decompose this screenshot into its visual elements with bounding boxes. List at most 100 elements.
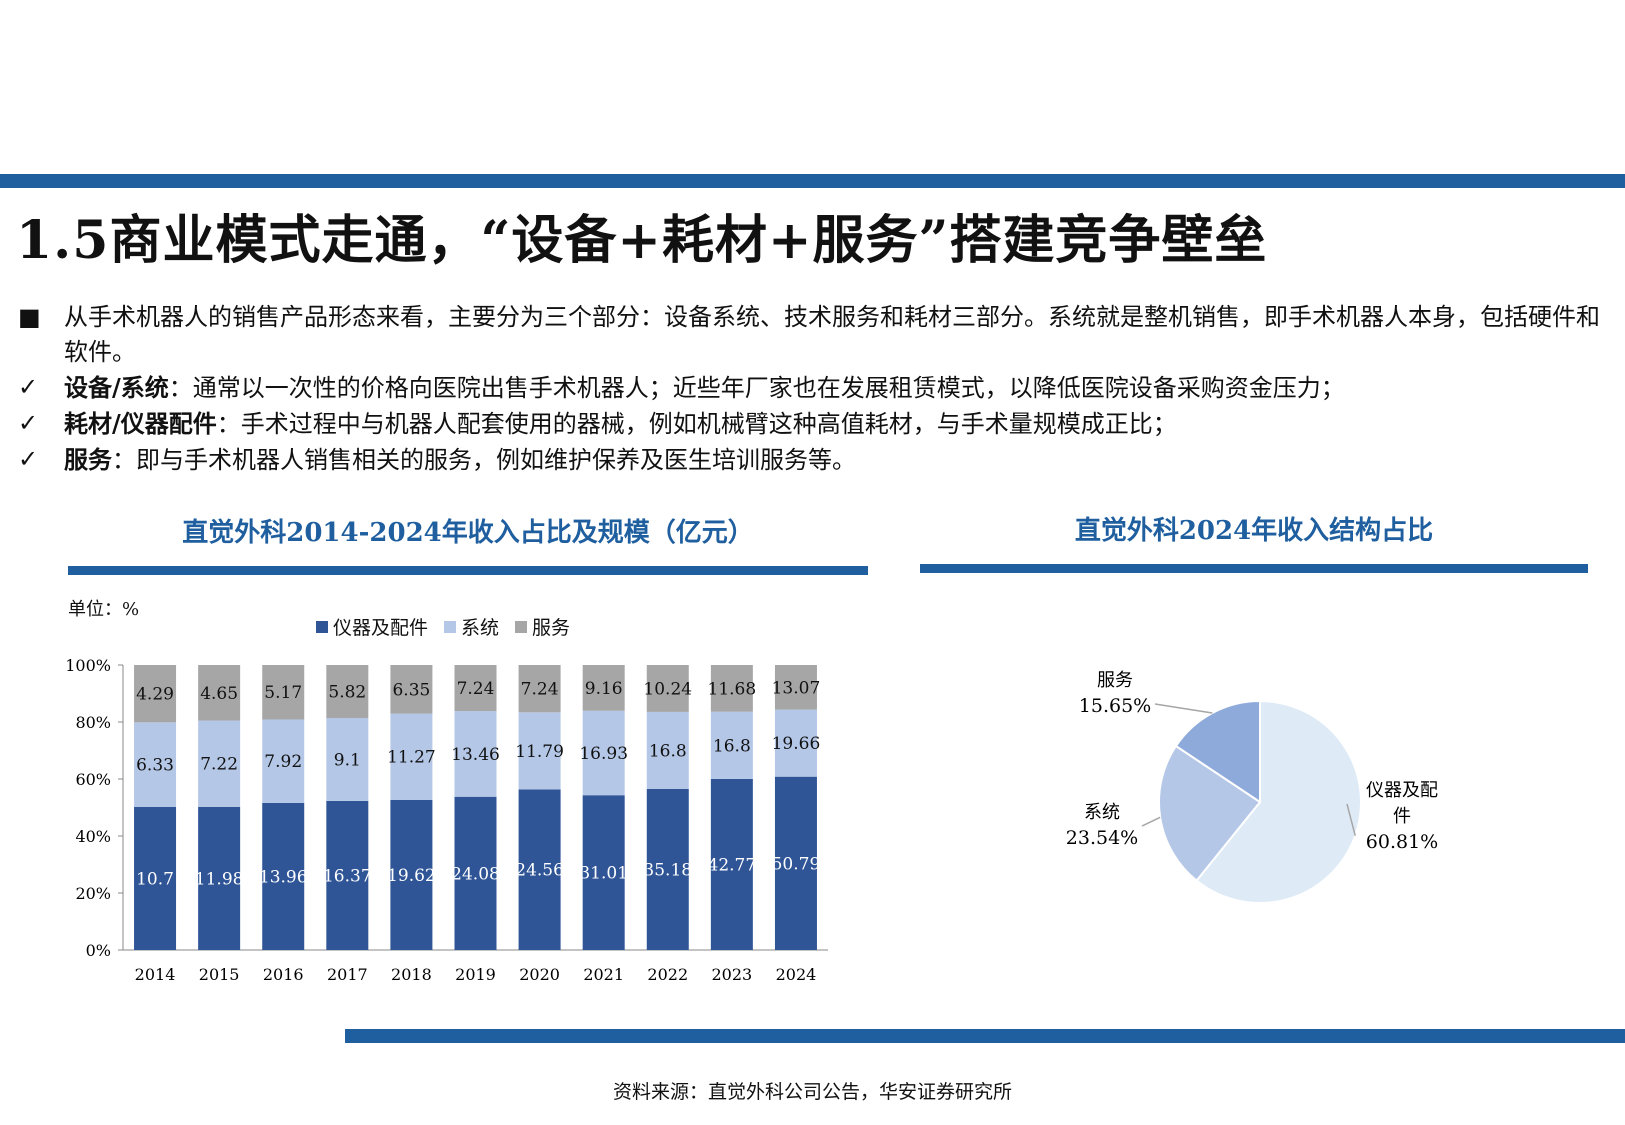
data-label: 24.08 (451, 864, 500, 884)
x-tick-label: 2021 (583, 965, 624, 984)
bar-segment (518, 712, 561, 790)
stacked-bar-chart: 0% 20% 40% 60% 80% 100% 10.7 6.33 4.29 2014 11.98 7… (65, 656, 828, 984)
check-icon: ✓ (18, 409, 39, 437)
bullet-keyword: 设备/系统 (64, 373, 169, 402)
y-tick-label: 100% (65, 656, 111, 675)
bar-segment (326, 800, 369, 950)
bar-segment (134, 665, 177, 723)
data-label: 4.65 (200, 684, 238, 704)
x-tick-label: 2015 (199, 965, 240, 984)
data-label: 5.17 (264, 683, 302, 703)
check-icon: ✓ (18, 445, 39, 473)
x-tick-label: 2018 (391, 965, 432, 984)
bar-segment (390, 799, 433, 950)
data-label: 16.8 (649, 741, 687, 761)
pie-chart-title-rule (920, 564, 1588, 573)
bar-segment (262, 665, 305, 720)
y-tick-label: 80% (75, 713, 111, 732)
data-label: 5.82 (328, 683, 366, 703)
legend-swatch (316, 620, 328, 633)
leader-line (1346, 803, 1356, 836)
data-label: 6.33 (136, 756, 174, 776)
data-label: 42.77 (708, 855, 757, 875)
bar-segment (518, 789, 561, 950)
data-label: 19.66 (772, 734, 821, 754)
bar-segment (582, 795, 625, 950)
leader-line (1154, 703, 1213, 714)
data-label: 31.01 (579, 864, 628, 884)
legend-item-services: 服务 (515, 613, 570, 640)
legend-label: 服务 (532, 617, 571, 639)
bullet-list: ■ 从手术机器人的销售产品形态来看，主要分为三个部分：设备系统、技术服务和耗材三… (18, 300, 1608, 478)
unit-label: 单位：% (68, 599, 140, 620)
x-tick-label: 2023 (712, 965, 753, 984)
pie-chart: 仪器及配件 60.81% 系统 23.54% 服务 15.65% (1066, 670, 1438, 904)
y-tick-label: 40% (75, 827, 111, 846)
bar-segment (390, 665, 433, 714)
slice-name-label: 服务 (1097, 670, 1133, 691)
data-label: 19.62 (387, 866, 436, 886)
header-divider-bar (0, 174, 1625, 188)
slice-value-label: 15.65% (1079, 695, 1151, 717)
x-tick-label: 2022 (647, 965, 688, 984)
data-label: 13.46 (451, 745, 500, 765)
bar-segment (582, 665, 625, 711)
data-label: 7.22 (200, 755, 238, 775)
legend-swatch (515, 620, 528, 633)
bar-segment (710, 665, 753, 712)
bar-segment (326, 665, 369, 719)
check-icon: ✓ (18, 373, 39, 401)
bar-chart-title-rule (68, 566, 868, 575)
x-tick-label: 2019 (455, 965, 496, 984)
data-label: 10.24 (643, 679, 692, 699)
legend-item-systems: 系统 (444, 613, 499, 640)
data-label: 4.29 (136, 685, 174, 705)
bullet-item: ✓ 设备/系统：通常以一次性的价格向医院出售手术机器人；近些年厂家也在发展租赁模… (18, 370, 1608, 406)
bullet-text: ：即与手术机器人销售相关的服务，例如维护保养及医生培训服务等。 (112, 446, 856, 474)
y-tick-label: 60% (75, 770, 111, 789)
bullet-keyword: 服务 (64, 445, 112, 474)
bar-chart-title: 直觉外科2014-2024年收入占比及规模（亿元） (182, 518, 754, 548)
leader-line (1141, 816, 1161, 827)
data-label: 13.07 (772, 678, 821, 698)
data-label: 35.18 (643, 860, 692, 880)
bullet-text: ：手术过程中与机器人配套使用的器械，例如机械臂这种高值耗材，与手术量规模成正比； (216, 410, 1177, 438)
bar-segment (198, 806, 241, 950)
data-label: 16.8 (713, 736, 751, 756)
legend-label: 仪器及配件 (333, 617, 429, 639)
bullet-text: 从手术机器人的销售产品形态来看，主要分为三个部分：设备系统、技术服务和耗材三部分… (64, 303, 1600, 366)
footer-divider-bar (345, 1029, 1625, 1043)
bar-segment (646, 665, 689, 712)
data-label: 16.93 (579, 744, 628, 764)
bar-segment (134, 806, 177, 950)
bar-segment (326, 718, 369, 801)
slice-name-label: 仪器及配 (1366, 780, 1438, 801)
bar-segment (646, 788, 689, 950)
bar-segment (774, 776, 817, 950)
bar-segment (518, 665, 561, 713)
pie-slice (1174, 699, 1261, 804)
data-label: 11.98 (195, 869, 244, 889)
bullet-text: ：通常以一次性的价格向医院出售手术机器人；近些年厂家也在发展租赁模式，以降低医院… (168, 374, 1345, 402)
bullet-keyword: 耗材/仪器配件 (64, 409, 217, 438)
bullet-item: ✓ 服务：即与手术机器人销售相关的服务，例如维护保养及医生培训服务等。 (18, 442, 1608, 478)
pie-chart-title: 直觉外科2024年收入结构占比 (1074, 516, 1434, 546)
data-label: 10.7 (136, 869, 174, 889)
legend-swatch (444, 620, 457, 633)
slice-value-label: 23.54% (1066, 827, 1138, 849)
bar-segment (454, 796, 497, 950)
bar-segment (582, 710, 625, 796)
x-tick-label: 2024 (776, 965, 817, 984)
bullet-item: ✓ 耗材/仪器配件：手术过程中与机器人配套使用的器械，例如机械臂这种高值耗材，与… (18, 406, 1608, 442)
bar-segment (454, 711, 497, 797)
bar-segment (454, 665, 497, 712)
bar-segment (390, 713, 433, 800)
bar-segment (710, 778, 753, 950)
bar-segment (710, 711, 753, 779)
data-label: 11.27 (387, 748, 436, 768)
data-label: 13.96 (259, 867, 308, 887)
data-label: 6.35 (392, 680, 430, 700)
data-label: 9.16 (585, 679, 623, 699)
bar-segment (646, 711, 689, 789)
bar-segment (198, 665, 241, 721)
